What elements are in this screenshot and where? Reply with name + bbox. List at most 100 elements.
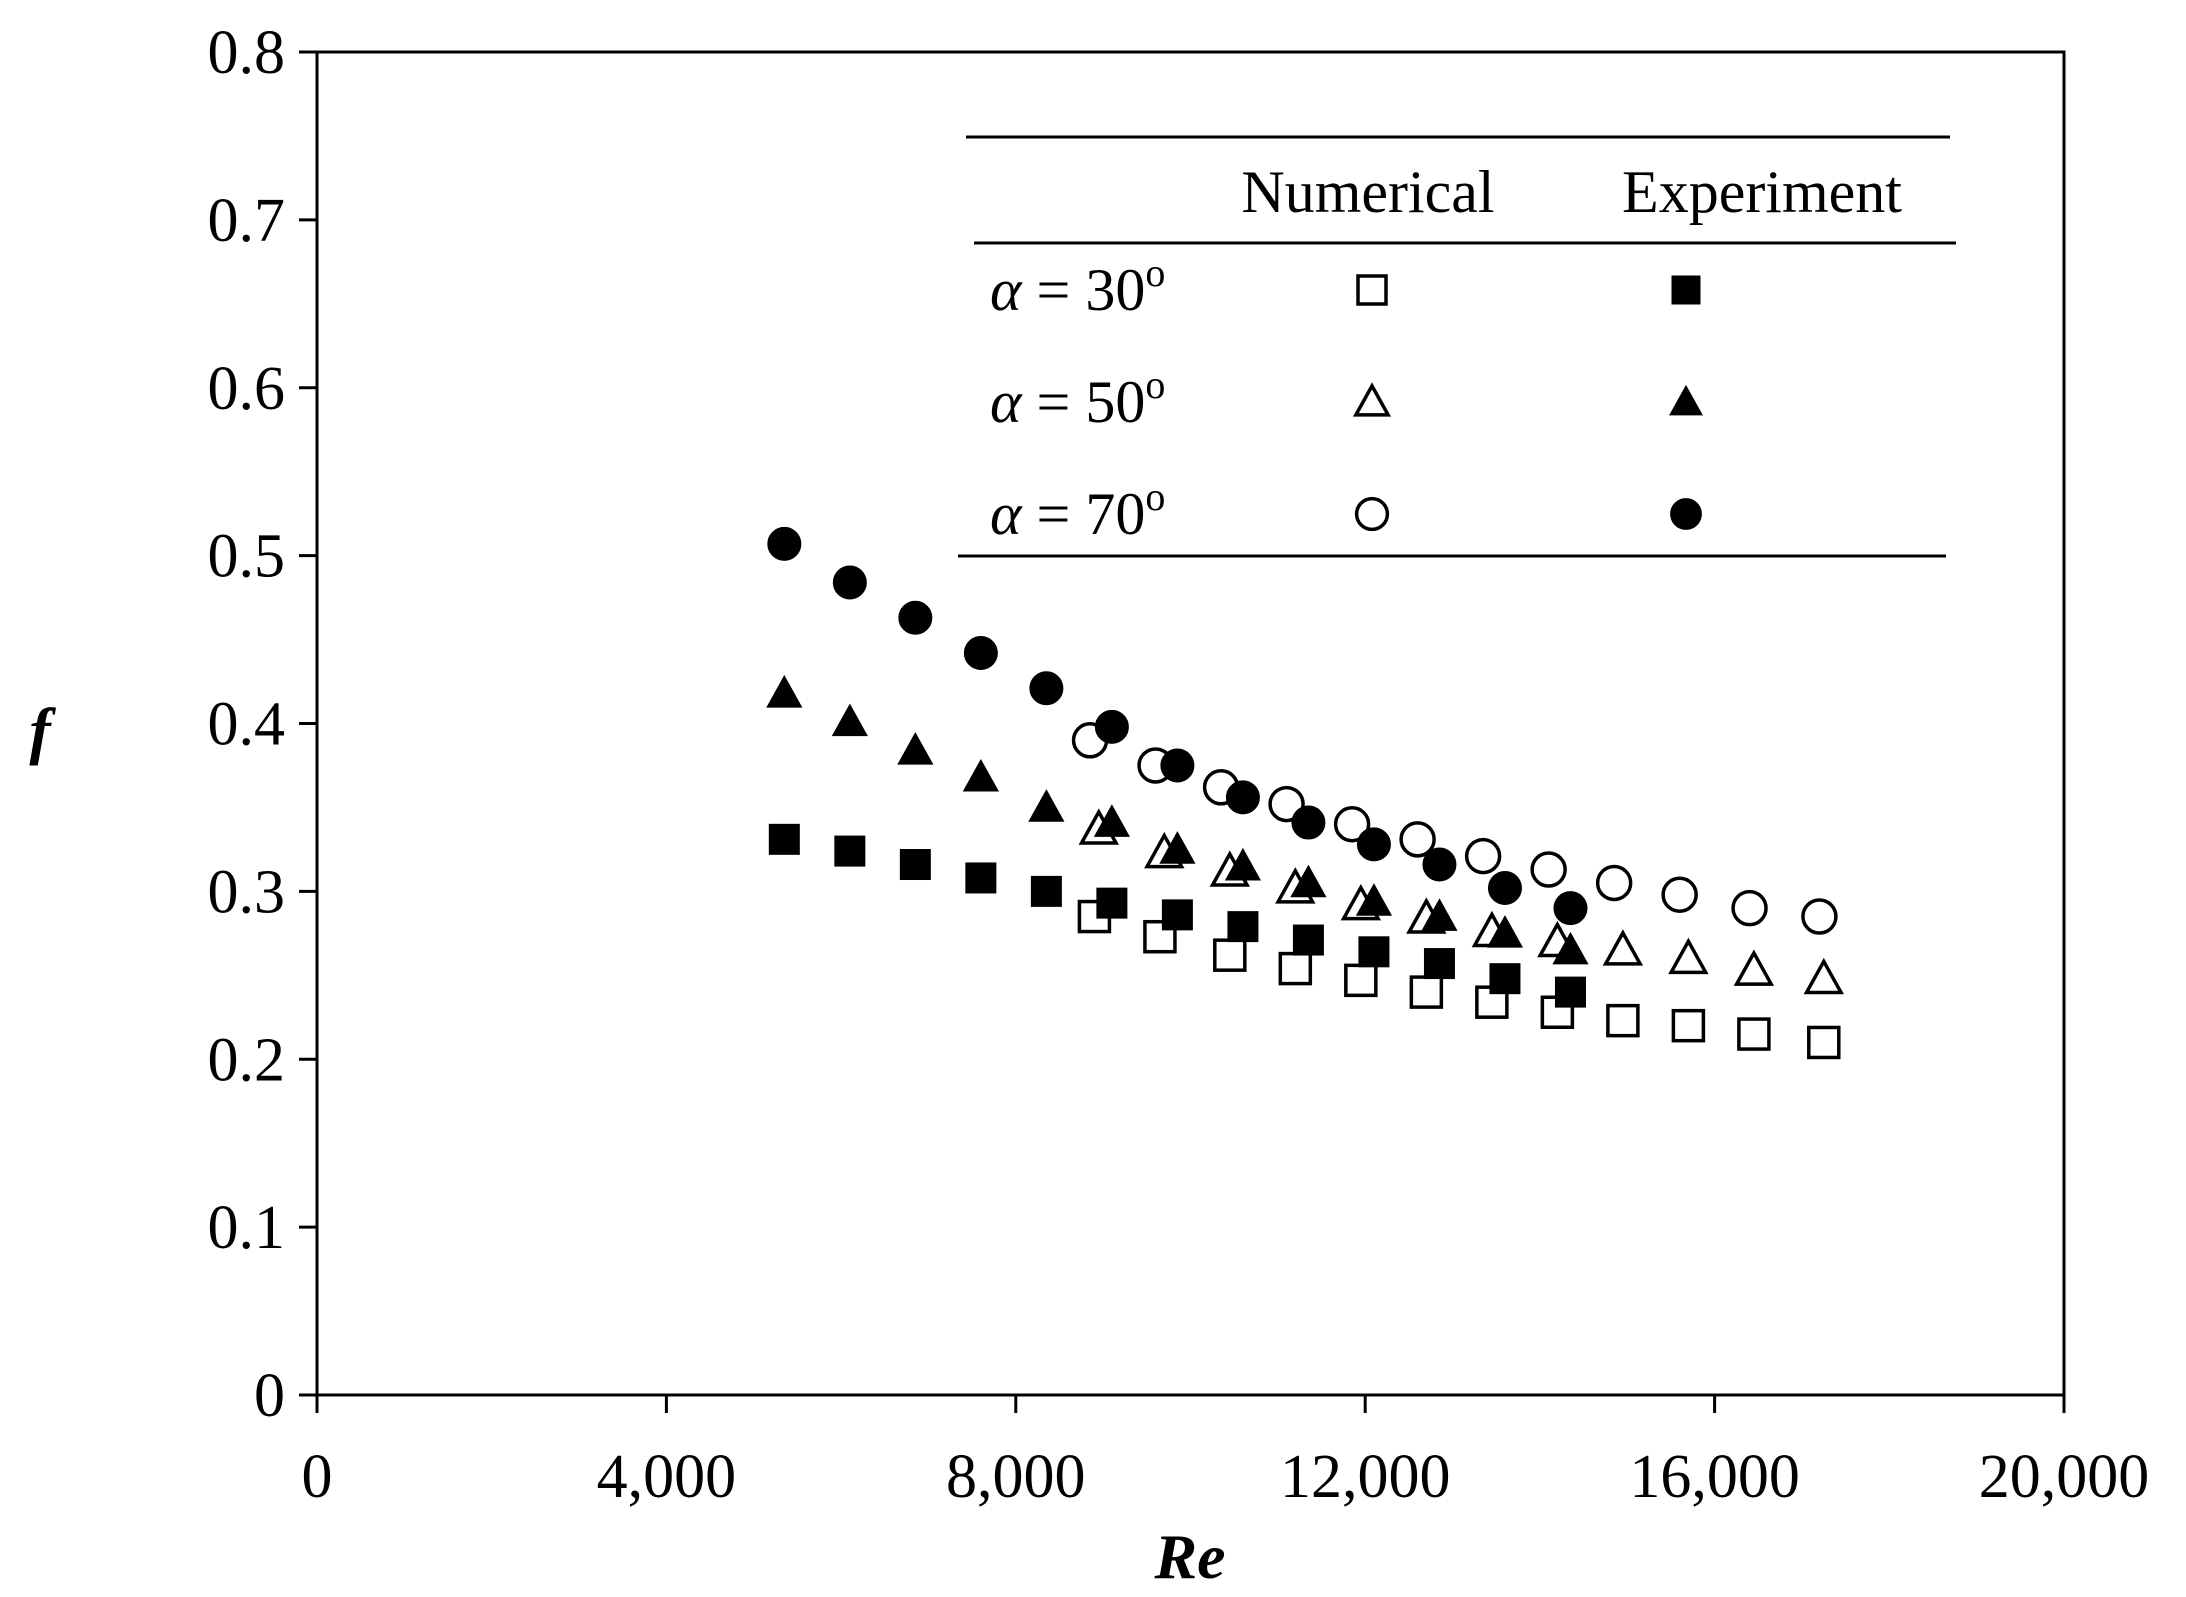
data-point xyxy=(1028,789,1065,822)
series-triangle-experiment xyxy=(766,675,1589,965)
data-point xyxy=(898,600,933,635)
data-point xyxy=(1489,963,1521,995)
y-tick-label: 0.2 xyxy=(208,1026,286,1094)
legend-row-label: α = 50o xyxy=(990,362,1165,435)
data-point xyxy=(1160,748,1195,783)
legend-row-label: α = 30o xyxy=(990,250,1165,323)
legend-row-value: = 70 xyxy=(1022,481,1146,547)
series-square-experiment xyxy=(768,823,1586,1008)
legend-marker-numerical xyxy=(1354,496,1390,532)
data-point xyxy=(1356,827,1391,862)
series-square-numerical xyxy=(1077,899,1841,1060)
x-tick-label: 12,000 xyxy=(1280,1443,1451,1511)
legend-marker-numerical xyxy=(1352,382,1392,417)
data-point xyxy=(1292,924,1324,956)
y-axis: 0 0.1 0.2 0.3 0.4 0.5 0.6 0.7 0.8 xyxy=(208,19,317,1430)
data-point xyxy=(1464,837,1502,875)
data-point xyxy=(1801,898,1838,935)
x-tick-label: 8,000 xyxy=(946,1443,1086,1511)
data-point xyxy=(1344,963,1378,998)
legend-row-label: α = 70o xyxy=(990,474,1165,547)
series-circle-experiment xyxy=(767,526,1588,926)
series-triangle-numerical xyxy=(1078,808,1845,995)
data-point xyxy=(1422,847,1457,882)
legend-marker-experiment xyxy=(1670,498,1702,530)
data-point xyxy=(1733,949,1775,986)
data-point xyxy=(1159,831,1196,864)
x-axis: 0 4,000 8,000 12,000 16,000 20,000 xyxy=(302,1395,2150,1511)
data-point xyxy=(1602,929,1644,966)
alpha-symbol: α xyxy=(990,481,1023,547)
legend-header-numerical: Numerical xyxy=(1241,159,1494,225)
data-point xyxy=(1803,957,1845,995)
x-axis-title: Re xyxy=(1153,1521,1225,1592)
data-point xyxy=(1161,899,1193,931)
y-tick-label: 0.5 xyxy=(208,523,286,591)
alpha-symbol: α xyxy=(990,257,1023,323)
data-point xyxy=(1358,936,1390,968)
data-point xyxy=(1333,805,1371,843)
data-point xyxy=(1553,891,1588,926)
data-point xyxy=(963,635,998,670)
data-point xyxy=(768,823,800,855)
data-point xyxy=(962,758,999,792)
degree-superscript: o xyxy=(1145,474,1165,519)
data-point xyxy=(1399,821,1436,858)
y-tick-label: 0.1 xyxy=(208,1194,286,1262)
degree-superscript: o xyxy=(1145,250,1165,295)
data-point xyxy=(1096,887,1128,919)
data-point xyxy=(1737,1017,1771,1051)
data-point xyxy=(1807,1025,1841,1060)
y-tick-label: 0.3 xyxy=(208,858,286,926)
data-point xyxy=(831,703,868,737)
legend-marker-experiment xyxy=(1671,275,1701,305)
data-point xyxy=(897,732,934,765)
data-point xyxy=(899,849,931,881)
plot-frame xyxy=(315,50,2066,1397)
data-point xyxy=(1421,898,1458,931)
data-point xyxy=(1668,937,1709,975)
data-point xyxy=(1552,931,1589,965)
data-point xyxy=(1227,911,1259,943)
alpha-symbol: α xyxy=(990,369,1023,435)
data-series xyxy=(766,526,1845,1060)
data-point xyxy=(834,835,866,867)
data-point xyxy=(1530,851,1567,888)
x-tick-label: 20,000 xyxy=(1979,1443,2150,1511)
data-point xyxy=(1030,875,1062,907)
data-point xyxy=(1093,804,1130,837)
data-point xyxy=(1224,847,1262,881)
data-point xyxy=(766,675,803,708)
data-point xyxy=(1487,871,1522,906)
y-axis-title: f xyxy=(29,695,56,766)
legend-row-value: = 50 xyxy=(1022,369,1146,435)
y-tick-label: 0.6 xyxy=(208,355,286,423)
legend-header-experiment: Experiment xyxy=(1622,159,1902,225)
data-point xyxy=(1661,876,1698,913)
data-point xyxy=(1213,938,1247,972)
data-point xyxy=(1291,805,1326,840)
data-point xyxy=(1029,671,1064,706)
x-tick-label: 4,000 xyxy=(597,1443,737,1511)
data-point xyxy=(1278,951,1313,986)
data-point xyxy=(1225,780,1260,815)
data-point xyxy=(767,526,802,561)
data-point xyxy=(1486,915,1524,948)
data-point xyxy=(1671,1008,1706,1043)
legend-marker-experiment xyxy=(1669,384,1703,416)
degree-superscript: o xyxy=(1145,362,1165,407)
legend-marker-numerical xyxy=(1356,274,1388,306)
data-point xyxy=(1606,1003,1640,1038)
data-point xyxy=(1554,976,1586,1008)
y-tick-label: 0.7 xyxy=(208,187,286,255)
x-tick-label: 0 xyxy=(302,1443,333,1511)
data-point xyxy=(832,565,867,600)
y-tick-label: 0.8 xyxy=(208,19,286,87)
data-point xyxy=(1094,709,1129,744)
y-tick-label: 0.4 xyxy=(208,691,286,759)
data-point xyxy=(1355,883,1393,916)
data-point xyxy=(1423,948,1455,980)
y-tick-label: 0 xyxy=(254,1362,285,1430)
